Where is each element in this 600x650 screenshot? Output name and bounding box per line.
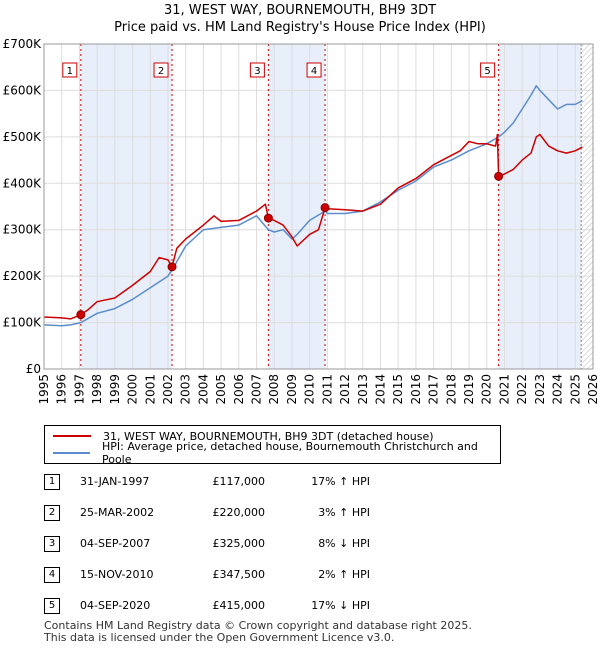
table-row: 3 04-SEP-2007 £325,000 8% ↓ HPI xyxy=(0,536,600,554)
x-tick-label: 2022 xyxy=(515,374,529,405)
y-tick-label: £200K xyxy=(3,269,43,283)
y-tick-label: £0 xyxy=(26,362,41,376)
sale-number-badge: 4 xyxy=(44,567,60,583)
table-row: 4 15-NOV-2010 £347,500 2% ↑ HPI xyxy=(0,567,600,585)
shaded-periods xyxy=(81,44,593,369)
sale-label: 4 xyxy=(311,66,317,77)
x-tick-label: 2002 xyxy=(161,374,175,405)
x-tick-label: 1996 xyxy=(55,374,69,405)
sale-hpi-diff: 3% ↑ HPI xyxy=(280,505,370,521)
sale-point xyxy=(495,172,503,180)
sale-hpi-diff: 8% ↓ HPI xyxy=(280,536,370,552)
y-tick-label: £400K xyxy=(3,176,43,190)
legend-label-hpi: HPI: Average price, detached house, Bour… xyxy=(102,440,500,466)
x-tick-label: 1998 xyxy=(90,374,104,405)
sale-hpi-diff: 17% ↓ HPI xyxy=(280,598,370,614)
x-tick-label: 2012 xyxy=(338,374,352,405)
sale-hpi-diff: 2% ↑ HPI xyxy=(280,567,370,583)
table-row: 2 25-MAR-2002 £220,000 3% ↑ HPI xyxy=(0,505,600,523)
sale-label: 5 xyxy=(484,66,490,77)
shaded-period xyxy=(81,44,172,369)
x-tick-label: 2024 xyxy=(551,374,565,405)
y-tick-label: £500K xyxy=(3,130,43,144)
x-tick-label: 1999 xyxy=(108,374,122,405)
x-tick-label: 2009 xyxy=(285,374,299,405)
sale-label: 2 xyxy=(158,66,164,77)
sale-point xyxy=(77,311,85,319)
sale-number-badge: 5 xyxy=(44,598,60,614)
sale-price: £117,000 xyxy=(195,474,265,490)
sale-point xyxy=(168,263,176,271)
legend: 31, WEST WAY, BOURNEMOUTH, BH9 3DT (deta… xyxy=(44,425,501,464)
x-tick-label: 2023 xyxy=(533,374,547,405)
y-axis-ticks: £0 £100K £200K £300K £400K £500K £600K £700K xyxy=(3,37,43,376)
forecast-hatch xyxy=(581,44,593,369)
x-tick-label: 1995 xyxy=(37,374,51,405)
x-tick-label: 2005 xyxy=(214,374,228,405)
sale-label: 1 xyxy=(67,66,73,77)
x-tick-label: 2004 xyxy=(196,374,210,405)
sale-date: 04-SEP-2007 xyxy=(80,536,190,552)
legend-swatch-hpi xyxy=(53,452,90,454)
x-tick-label: 2020 xyxy=(480,374,494,405)
y-tick-label: £700K xyxy=(3,37,43,51)
x-tick-label: 2010 xyxy=(303,374,317,405)
y-tick-label: £600K xyxy=(3,83,43,97)
footer-line-licence: This data is licensed under the Open Gov… xyxy=(44,632,472,644)
price-chart: 1 2 3 4 5 £0 £100K £200K £300K £400K £500K £600K £7… xyxy=(0,0,600,420)
x-tick-label: 2025 xyxy=(568,374,582,405)
x-tick-label: 2011 xyxy=(320,374,334,405)
x-tick-label: 2013 xyxy=(356,374,370,405)
x-tick-label: 2018 xyxy=(444,374,458,405)
x-tick-label: 2001 xyxy=(143,374,157,405)
sale-number-badge: 2 xyxy=(44,505,60,521)
sale-label: 3 xyxy=(254,66,260,77)
footer-note: Contains HM Land Registry data © Crown c… xyxy=(44,620,472,644)
sale-number-badge: 3 xyxy=(44,536,60,552)
sale-hpi-diff: 17% ↑ HPI xyxy=(280,474,370,490)
sale-price: £325,000 xyxy=(195,536,265,552)
table-row: 1 31-JAN-1997 £117,000 17% ↑ HPI xyxy=(0,474,600,492)
sale-point xyxy=(321,204,329,212)
x-tick-label: 2014 xyxy=(373,374,387,405)
x-tick-label: 2016 xyxy=(409,374,423,405)
sale-price: £347,500 xyxy=(195,567,265,583)
x-tick-label: 2007 xyxy=(250,374,264,405)
x-tick-label: 2026 xyxy=(586,374,600,405)
y-tick-label: £100K xyxy=(3,316,43,330)
x-axis-ticks: 1995 1996 1997 1998 1999 2000 2001 2002 2003 2004… xyxy=(37,374,600,405)
x-tick-label: 2000 xyxy=(126,374,140,405)
sale-point xyxy=(264,214,272,222)
x-tick-label: 2003 xyxy=(179,374,193,405)
sale-price: £415,000 xyxy=(195,598,265,614)
sale-date: 31-JAN-1997 xyxy=(80,474,190,490)
table-row: 5 04-SEP-2020 £415,000 17% ↓ HPI xyxy=(0,598,600,616)
x-tick-label: 2015 xyxy=(391,374,405,405)
x-tick-label: 2008 xyxy=(267,374,281,405)
x-tick-label: 2017 xyxy=(427,374,441,405)
sale-number-badge: 1 xyxy=(44,474,60,490)
y-tick-label: £300K xyxy=(3,223,43,237)
x-tick-label: 2021 xyxy=(497,374,511,405)
legend-swatch-property xyxy=(53,435,91,437)
x-tick-label: 1997 xyxy=(72,374,86,405)
x-tick-label: 2019 xyxy=(462,374,476,405)
sale-price: £220,000 xyxy=(195,505,265,521)
x-tick-label: 2006 xyxy=(232,374,246,405)
legend-item-hpi: HPI: Average price, detached house, Bour… xyxy=(53,445,500,461)
shaded-period xyxy=(268,44,325,369)
sale-date: 15-NOV-2010 xyxy=(80,567,190,583)
sale-date: 04-SEP-2020 xyxy=(80,598,190,614)
sale-date: 25-MAR-2002 xyxy=(80,505,190,521)
